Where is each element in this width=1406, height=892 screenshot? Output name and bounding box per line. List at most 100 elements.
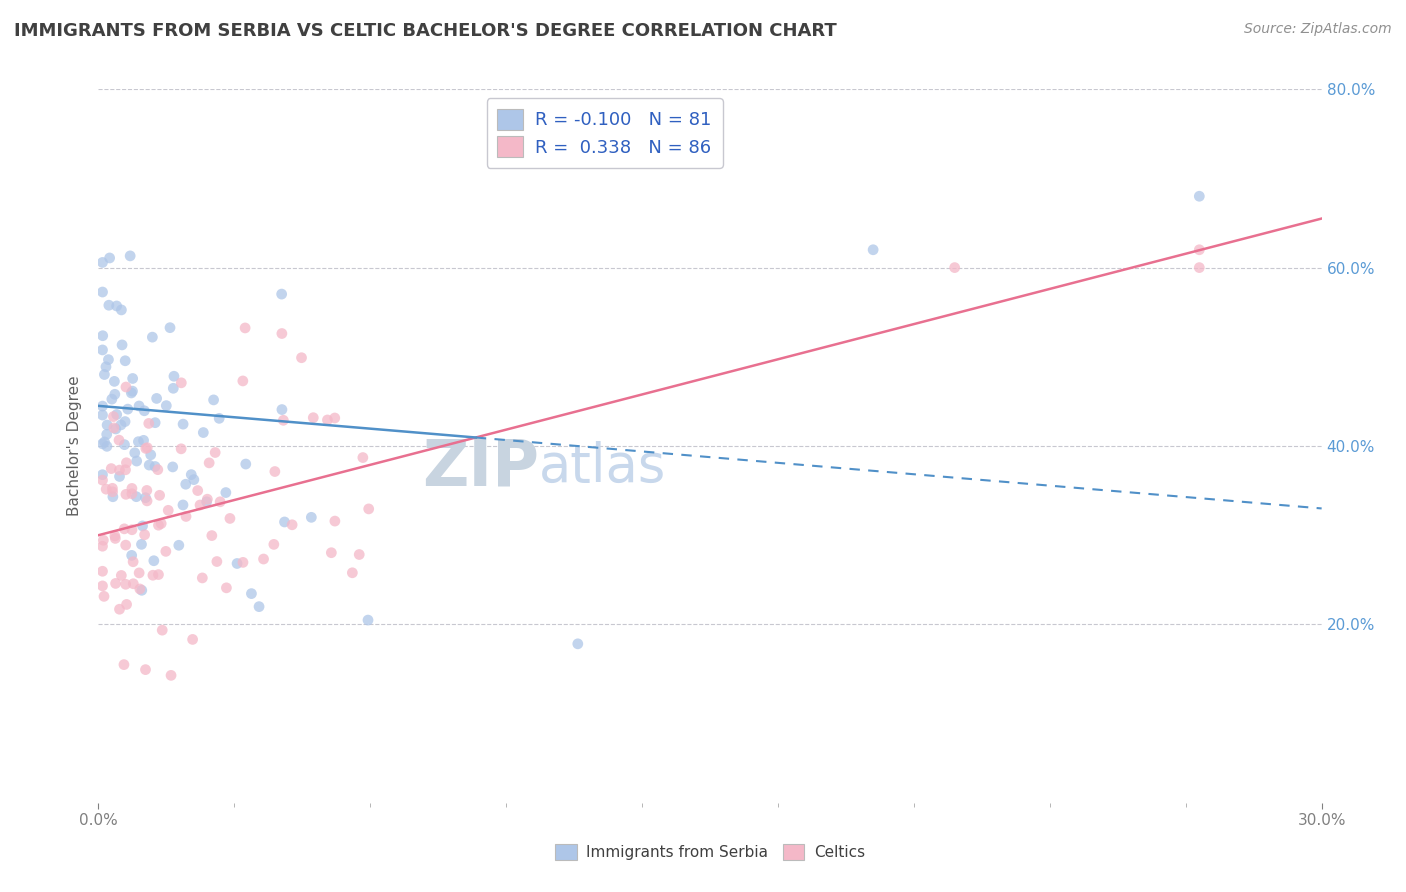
Point <box>91 437 114 451</box>
Point <box>136 494 159 508</box>
Point <box>101 481 124 495</box>
Point <box>110 417 132 432</box>
Point <box>323 514 346 528</box>
Point <box>215 581 238 595</box>
Point <box>1188 243 1211 257</box>
Point <box>143 416 166 430</box>
Point <box>316 413 339 427</box>
Text: atlas: atlas <box>538 442 666 493</box>
Point <box>143 459 166 474</box>
Point <box>91 473 114 487</box>
Point <box>235 457 257 471</box>
Point <box>91 564 114 578</box>
Point <box>112 522 135 536</box>
Point <box>94 482 117 496</box>
Point <box>150 623 173 637</box>
Point <box>127 434 149 449</box>
Point <box>149 488 172 502</box>
Point <box>122 555 145 569</box>
Point <box>148 518 170 533</box>
Point <box>103 421 125 435</box>
Point <box>93 368 115 382</box>
Point <box>115 456 138 470</box>
Point <box>122 576 145 591</box>
Point <box>233 321 256 335</box>
Point <box>96 418 118 433</box>
Point <box>121 371 143 385</box>
Point <box>96 439 118 453</box>
Point <box>135 483 157 498</box>
Point <box>273 413 295 427</box>
Point <box>183 473 205 487</box>
Point <box>167 538 190 552</box>
Point <box>191 571 214 585</box>
Point <box>105 299 128 313</box>
Point <box>205 555 228 569</box>
Point <box>112 657 135 672</box>
Point <box>273 515 295 529</box>
Point <box>120 249 142 263</box>
Point <box>93 590 115 604</box>
Point <box>208 411 231 425</box>
Point <box>114 463 136 477</box>
Point <box>110 302 132 317</box>
Point <box>91 285 114 299</box>
Point <box>148 567 170 582</box>
Point <box>131 583 153 598</box>
Point <box>136 441 159 455</box>
Point <box>115 598 138 612</box>
Point <box>121 549 143 563</box>
Point <box>142 568 165 582</box>
Point <box>187 483 209 498</box>
Point <box>1188 260 1211 275</box>
Point <box>232 374 254 388</box>
Point <box>108 463 131 477</box>
Point <box>162 381 184 395</box>
Point <box>195 495 218 509</box>
Point <box>97 298 120 312</box>
Point <box>352 450 374 465</box>
Point <box>162 459 184 474</box>
Point <box>567 637 589 651</box>
Point <box>115 380 138 394</box>
Point <box>124 446 146 460</box>
Point <box>1188 189 1211 203</box>
Point <box>198 456 221 470</box>
Point <box>145 392 167 406</box>
Point <box>114 415 136 429</box>
Point <box>93 533 115 548</box>
Point <box>155 544 177 558</box>
Point <box>117 402 139 417</box>
Point <box>201 528 224 542</box>
Point <box>132 434 155 448</box>
Point <box>94 359 117 374</box>
Point <box>240 586 263 600</box>
Point <box>323 411 346 425</box>
Point <box>170 376 193 390</box>
Text: Source: ZipAtlas.com: Source: ZipAtlas.com <box>1244 22 1392 37</box>
Point <box>131 537 153 551</box>
Point <box>104 422 127 436</box>
Point <box>91 255 114 269</box>
Point <box>138 417 160 431</box>
Point <box>150 516 173 531</box>
Point <box>290 351 312 365</box>
Point <box>219 511 242 525</box>
Point <box>357 613 380 627</box>
Point <box>103 375 125 389</box>
Point <box>138 458 160 472</box>
Point <box>104 576 127 591</box>
Point <box>91 399 114 413</box>
Point <box>128 566 150 580</box>
Point <box>104 532 127 546</box>
Point <box>114 438 136 452</box>
Point <box>134 663 156 677</box>
Point <box>134 491 156 505</box>
Point <box>135 442 157 456</box>
Point <box>342 566 364 580</box>
Point <box>160 668 183 682</box>
Point <box>157 503 180 517</box>
Point <box>125 454 148 468</box>
Point <box>172 417 194 431</box>
Point <box>180 467 202 482</box>
